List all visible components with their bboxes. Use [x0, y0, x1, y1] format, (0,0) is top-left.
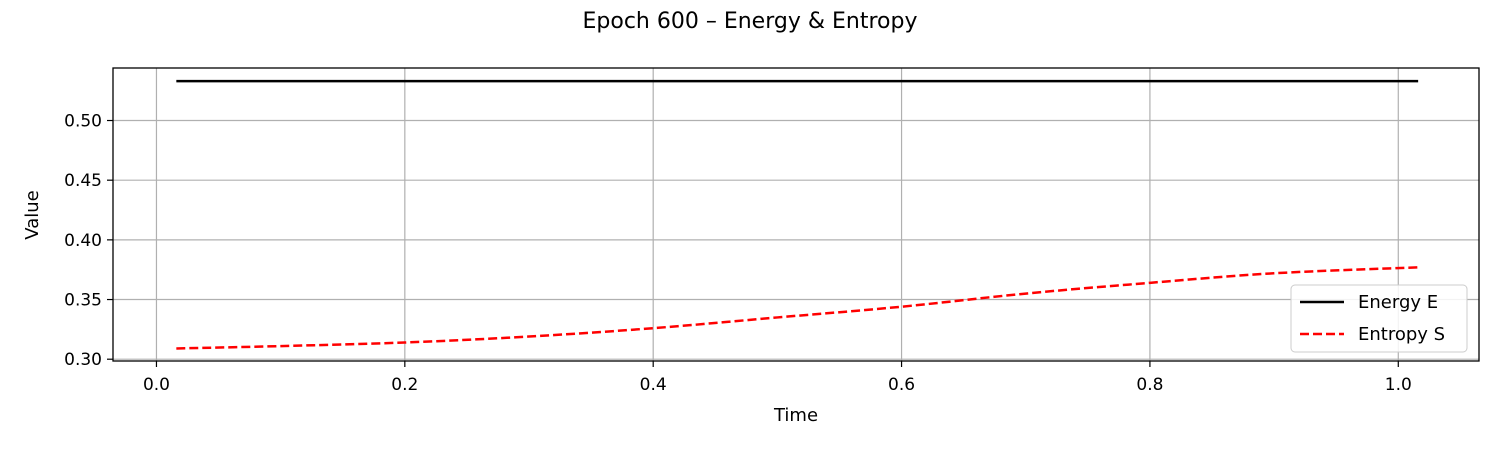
- x-tick-label: 1.0: [1385, 375, 1412, 395]
- x-axis: 0.0 0.2 0.4 0.6 0.8 1.0: [143, 361, 1412, 395]
- chart-title: Epoch 600 – Energy & Entropy: [583, 9, 918, 34]
- y-axis: 0.30 0.35 0.40 0.45 0.50: [64, 112, 113, 370]
- y-tick-label: 0.40: [64, 231, 102, 251]
- legend-label-energy: Energy E: [1358, 292, 1438, 313]
- x-tick-label: 0.8: [1136, 375, 1163, 395]
- x-tick-label: 0.4: [640, 375, 667, 395]
- legend: Energy E Entropy S: [1290, 284, 1468, 353]
- series-line-entropy: [176, 266, 1419, 350]
- x-axis-label: Time: [773, 405, 818, 426]
- x-tick-label: 0.2: [391, 375, 418, 395]
- y-tick-label: 0.45: [64, 171, 102, 191]
- x-tick-label: 0.0: [143, 375, 170, 395]
- x-tick-label: 0.6: [888, 375, 915, 395]
- y-tick-label: 0.35: [64, 291, 102, 311]
- y-axis-label: Value: [22, 190, 43, 239]
- y-tick-label: 0.30: [64, 350, 102, 370]
- y-tick-label: 0.50: [64, 112, 102, 132]
- series-layer: [176, 79, 1419, 350]
- grid: [113, 68, 1479, 361]
- legend-label-entropy: Entropy S: [1358, 324, 1445, 345]
- plot-frame: [112, 67, 1480, 362]
